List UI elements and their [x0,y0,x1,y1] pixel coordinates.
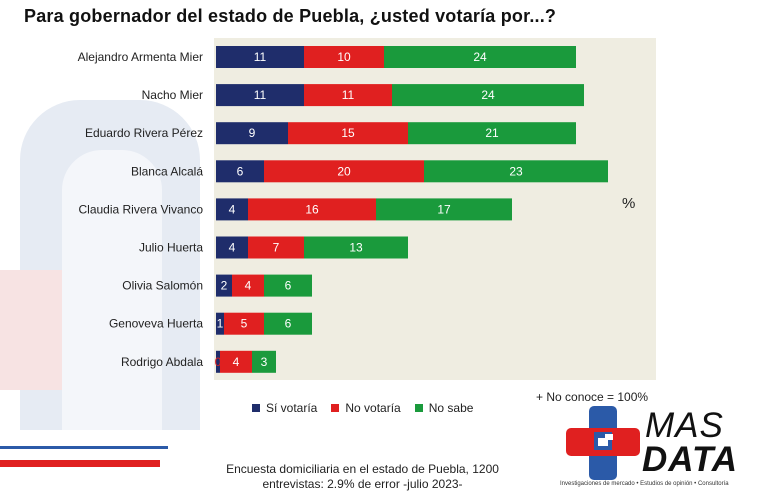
category-label: Rodrigo Abdala [121,355,203,369]
data-label: 4 [245,279,252,293]
category-label: Olivia Salomón [122,279,203,293]
data-label: 3 [261,355,268,369]
bar-segment [304,84,392,107]
decoration-line-blue [0,446,168,449]
footnote-line-2: entrevistas: 2.9% de error -julio 2023- [262,477,463,491]
chart-title: Para gobernador del estado de Puebla, ¿u… [24,6,557,26]
data-label: 20 [337,164,351,178]
legend-label: No sabe [428,401,474,415]
category-label: Eduardo Rivera Pérez [85,126,203,140]
bar-segment [264,160,424,183]
data-label: 11 [254,50,267,64]
data-label: 24 [481,88,495,102]
logo-cross-icon [566,406,640,480]
bar-segment [216,312,224,335]
legend-swatch [331,404,340,412]
bar-segment [216,46,304,68]
legend-item: Sí votaría [252,401,317,415]
logo-tagline: Investigaciones de mercado • Estudios de… [560,481,729,487]
legend-item: No votaría [331,401,401,415]
category-label: Blanca Alcalá [131,164,203,178]
data-label: 10 [337,50,351,64]
data-label: 0 [215,355,222,369]
logo-word-mas: MAS [645,406,724,445]
data-label: 24 [473,50,487,64]
legend-label: No votaría [345,401,401,415]
bar-segment [248,236,304,259]
masdata-logo: MAS DATA Investigaciones de mercado • Es… [560,404,752,496]
legend-swatch [252,404,260,412]
no-conoce-note: + No conoce = 100% [536,390,649,404]
legend-label: Sí votaría [266,401,318,415]
data-label: 9 [249,126,256,140]
data-label: 17 [437,202,451,216]
footnote-line-1: Encuesta domiciliaria en el estado de Pu… [226,462,499,476]
bar-segment [304,46,384,68]
bar-segment [216,236,248,259]
logo-word-data: DATA [642,440,739,479]
data-label: 2 [221,279,228,293]
data-label: 6 [285,317,292,331]
bar-segment [264,312,312,335]
bar-segment [216,350,220,373]
bar-segment [232,274,264,297]
data-label: 4 [229,202,236,216]
legend: Sí votaría No votaría No sabe [252,401,473,415]
data-label: 5 [241,317,248,331]
bar-segment [224,312,264,335]
legend-swatch [414,404,423,412]
data-label: 13 [349,241,363,255]
data-label: 6 [237,164,244,178]
data-label: 4 [233,355,240,369]
survey-footnote: Encuesta domiciliaria en el estado de Pu… [200,462,525,492]
category-label: Nacho Mier [142,88,203,102]
decoration-line-red [0,460,160,467]
category-label: Julio Huerta [139,241,203,255]
bar-segment [220,350,252,373]
bar-segment [216,160,264,183]
bar-segment [288,122,408,145]
bar-segment [216,198,248,221]
category-label: Genoveva Huerta [109,317,203,331]
background-decoration-white [62,150,162,430]
data-label: 6 [285,279,292,293]
data-label: 4 [229,241,236,255]
data-label: 15 [341,126,355,140]
data-label: 16 [305,202,319,216]
legend-item: No sabe [414,401,474,415]
bar-segment [216,122,288,145]
bar-segment [392,84,584,107]
bar-segment [252,350,276,373]
bar-segment [216,84,304,107]
data-label: 1 [217,317,224,331]
data-label: 11 [342,88,355,102]
bar-segment [216,274,232,297]
bar-segment [304,236,408,259]
bar-segment [248,198,376,221]
bar-segment [424,160,608,183]
data-label: 23 [509,164,523,178]
bar-segment [408,122,576,145]
data-label: 7 [273,241,280,255]
unit-label: % [622,195,636,212]
category-label: Claudia Rivera Vivanco [78,202,203,216]
bar-segment [264,274,312,297]
data-label: 21 [485,126,499,140]
bar-segment [376,198,512,221]
data-label: 11 [254,88,267,102]
bar-segment [384,46,576,68]
category-label: Alejandro Armenta Mier [78,50,203,64]
